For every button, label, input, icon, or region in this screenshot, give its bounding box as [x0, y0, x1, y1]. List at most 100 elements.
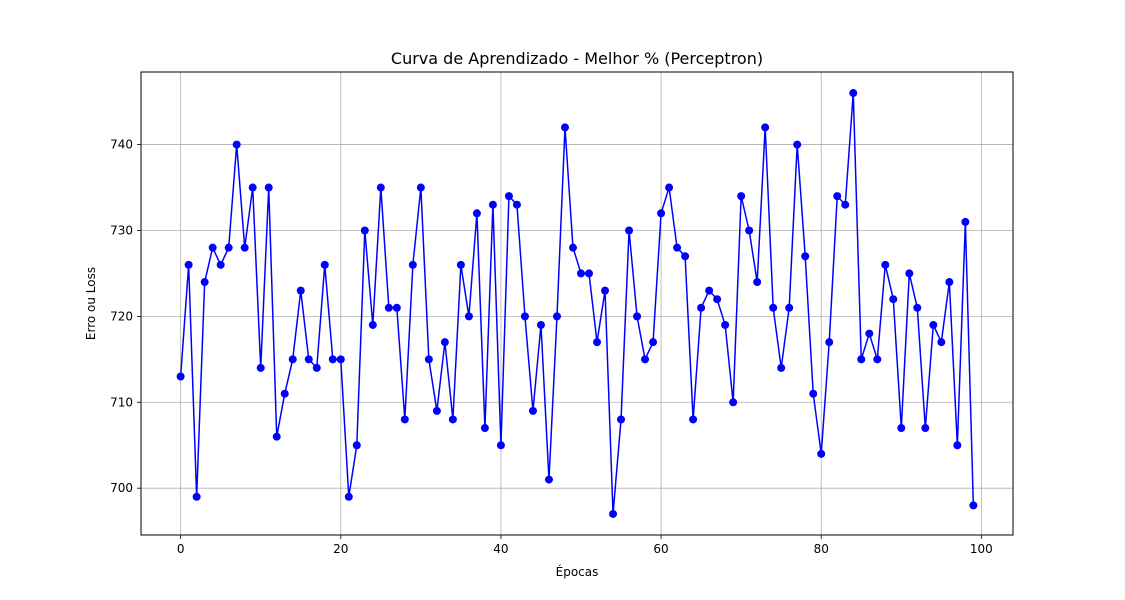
data-point [705, 286, 714, 295]
data-point [873, 355, 882, 364]
data-point [344, 492, 353, 501]
data-point [793, 140, 802, 149]
data-point [288, 355, 297, 364]
data-point [969, 501, 978, 510]
x-tick-label: 0 [177, 542, 185, 556]
chart-title: Curva de Aprendizado - Melhor % (Percept… [391, 49, 763, 68]
data-point [745, 226, 754, 235]
data-point [472, 209, 481, 218]
x-tick-label: 80 [814, 542, 829, 556]
data-point [272, 432, 281, 441]
y-axis-label: Erro ou Loss [84, 267, 98, 340]
grid [141, 72, 1013, 535]
data-point [480, 424, 489, 433]
data-point [352, 441, 361, 450]
data-point [577, 269, 586, 278]
data-point [905, 269, 914, 278]
data-point [921, 424, 930, 433]
y-tick-label: 730 [110, 223, 133, 237]
data-point [224, 243, 233, 252]
data-point [833, 192, 842, 201]
data-point [593, 338, 602, 347]
data-point [601, 286, 610, 295]
data-point [240, 243, 249, 252]
data-point [280, 389, 289, 398]
data-point [657, 209, 666, 218]
data-point [248, 183, 257, 192]
x-tick-label: 100 [970, 542, 993, 556]
data-point [512, 200, 521, 209]
series-layer [176, 89, 978, 518]
data-point [961, 217, 970, 226]
y-tick-label: 700 [110, 481, 133, 495]
data-point [200, 278, 209, 287]
data-point [681, 252, 690, 261]
data-point [697, 303, 706, 312]
data-point [849, 89, 858, 98]
data-point [817, 449, 826, 458]
data-point [536, 320, 545, 329]
data-point [432, 406, 441, 415]
data-point [528, 406, 537, 415]
data-point [897, 424, 906, 433]
data-point [785, 303, 794, 312]
x-tick-label: 40 [493, 542, 508, 556]
data-point [440, 338, 449, 347]
data-point [568, 243, 577, 252]
data-point [384, 303, 393, 312]
data-point [304, 355, 313, 364]
data-point [416, 183, 425, 192]
data-point [625, 226, 634, 235]
x-tick-label: 20 [333, 542, 348, 556]
data-point [208, 243, 217, 252]
data-point [713, 295, 722, 304]
data-point [368, 320, 377, 329]
data-point [665, 183, 674, 192]
data-point [825, 338, 834, 347]
data-point [400, 415, 409, 424]
data-point [913, 303, 922, 312]
y-tick-label: 720 [110, 309, 133, 323]
data-point [544, 475, 553, 484]
data-point [232, 140, 241, 149]
data-point [641, 355, 650, 364]
data-point [769, 303, 778, 312]
data-point [320, 260, 329, 269]
data-point [937, 338, 946, 347]
data-point [857, 355, 866, 364]
data-point [296, 286, 305, 295]
data-point [737, 192, 746, 201]
axis-ticks: 0 20 40 60 80 100 700 710 720 730 740 [110, 138, 993, 556]
data-point [192, 492, 201, 501]
data-point [929, 320, 938, 329]
data-point [448, 415, 457, 424]
data-point [424, 355, 433, 364]
x-tick-label: 60 [653, 542, 668, 556]
data-point [865, 329, 874, 338]
data-point [176, 372, 185, 381]
data-point [312, 363, 321, 372]
data-point [328, 355, 337, 364]
data-point [520, 312, 529, 321]
data-point [617, 415, 626, 424]
data-point [496, 441, 505, 450]
data-point [560, 123, 569, 132]
data-point [721, 320, 730, 329]
data-point [336, 355, 345, 364]
data-point [777, 363, 786, 372]
data-point [649, 338, 658, 347]
data-point [945, 278, 954, 287]
data-point [953, 441, 962, 450]
data-point [392, 303, 401, 312]
data-point [504, 192, 513, 201]
data-point [609, 509, 618, 518]
plot-area-frame [140, 71, 1014, 536]
data-point [729, 398, 738, 407]
data-point [689, 415, 698, 424]
series-line [179, 92, 975, 515]
y-tick-label: 710 [110, 395, 133, 409]
data-point [841, 200, 850, 209]
data-point [881, 260, 890, 269]
x-axis-label: Épocas [556, 564, 599, 579]
data-point [673, 243, 682, 252]
